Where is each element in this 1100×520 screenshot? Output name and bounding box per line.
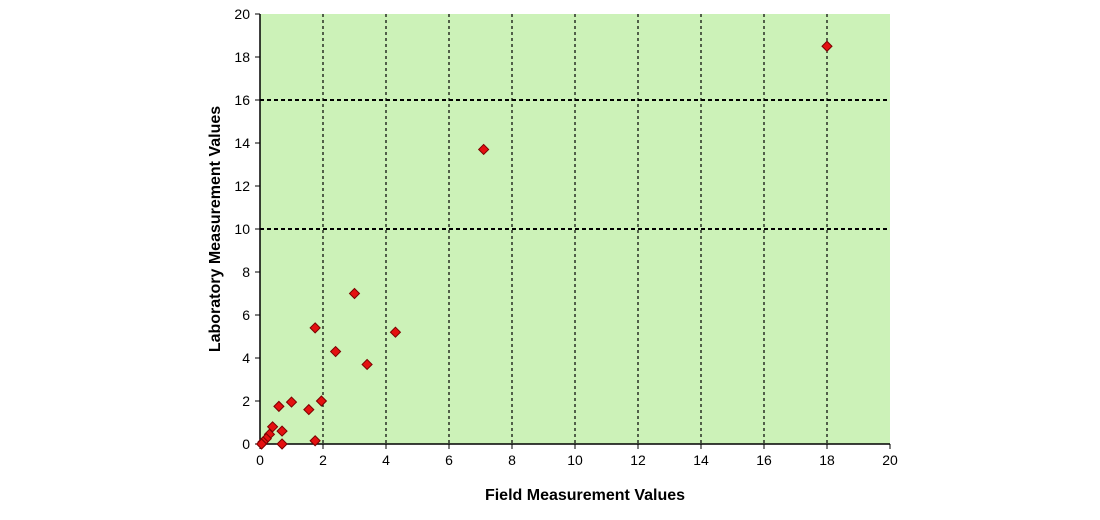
x-tick-label: 12 [630, 452, 646, 468]
data-point [348, 287, 361, 300]
y-tick-label: 4 [242, 350, 250, 366]
x-tick-label: 0 [256, 452, 264, 468]
data-points [255, 40, 833, 450]
data-point [309, 435, 321, 447]
y-tick-label: 10 [234, 221, 250, 237]
x-tick-label: 10 [567, 452, 583, 468]
data-point [285, 396, 298, 408]
y-tick-label: 0 [242, 436, 250, 452]
x-tick-label: 14 [693, 452, 709, 468]
x-tick-label: 4 [382, 452, 390, 468]
x-tick-label: 18 [819, 452, 835, 468]
data-point [273, 400, 285, 413]
x-ticks: 0 2 4 6 8 10 12 14 16 18 20 [256, 444, 898, 468]
data-point [477, 143, 490, 156]
data-point [276, 425, 288, 437]
data-point [303, 403, 315, 416]
y-tick-label: 20 [234, 6, 250, 22]
data-point [389, 326, 402, 338]
y-tick-label: 8 [242, 264, 250, 280]
x-tick-label: 8 [508, 452, 516, 468]
data-point [315, 395, 328, 407]
x-tick-label: 20 [882, 452, 898, 468]
data-point [329, 345, 342, 358]
data-point [255, 438, 268, 450]
x-axis-title: Field Measurement Values [485, 487, 685, 504]
x-tick-label: 6 [445, 452, 453, 468]
y-tick-label: 14 [234, 135, 250, 151]
data-point [309, 322, 321, 334]
data-point [276, 438, 288, 450]
y-tick-label: 16 [234, 92, 250, 108]
data-point [361, 358, 373, 371]
y-axis-title: Laboratory Measurement Values [207, 106, 224, 352]
y-ticks: 0 2 4 6 8 10 12 14 16 18 20 [234, 6, 260, 452]
y-tick-label: 2 [242, 393, 250, 409]
x-tick-label: 2 [319, 452, 327, 468]
x-tick-label: 16 [756, 452, 772, 468]
y-tick-label: 12 [234, 178, 250, 194]
grid-lines [260, 14, 890, 444]
y-tick-label: 18 [234, 49, 250, 65]
y-tick-label: 6 [242, 307, 250, 323]
data-point [821, 40, 833, 52]
